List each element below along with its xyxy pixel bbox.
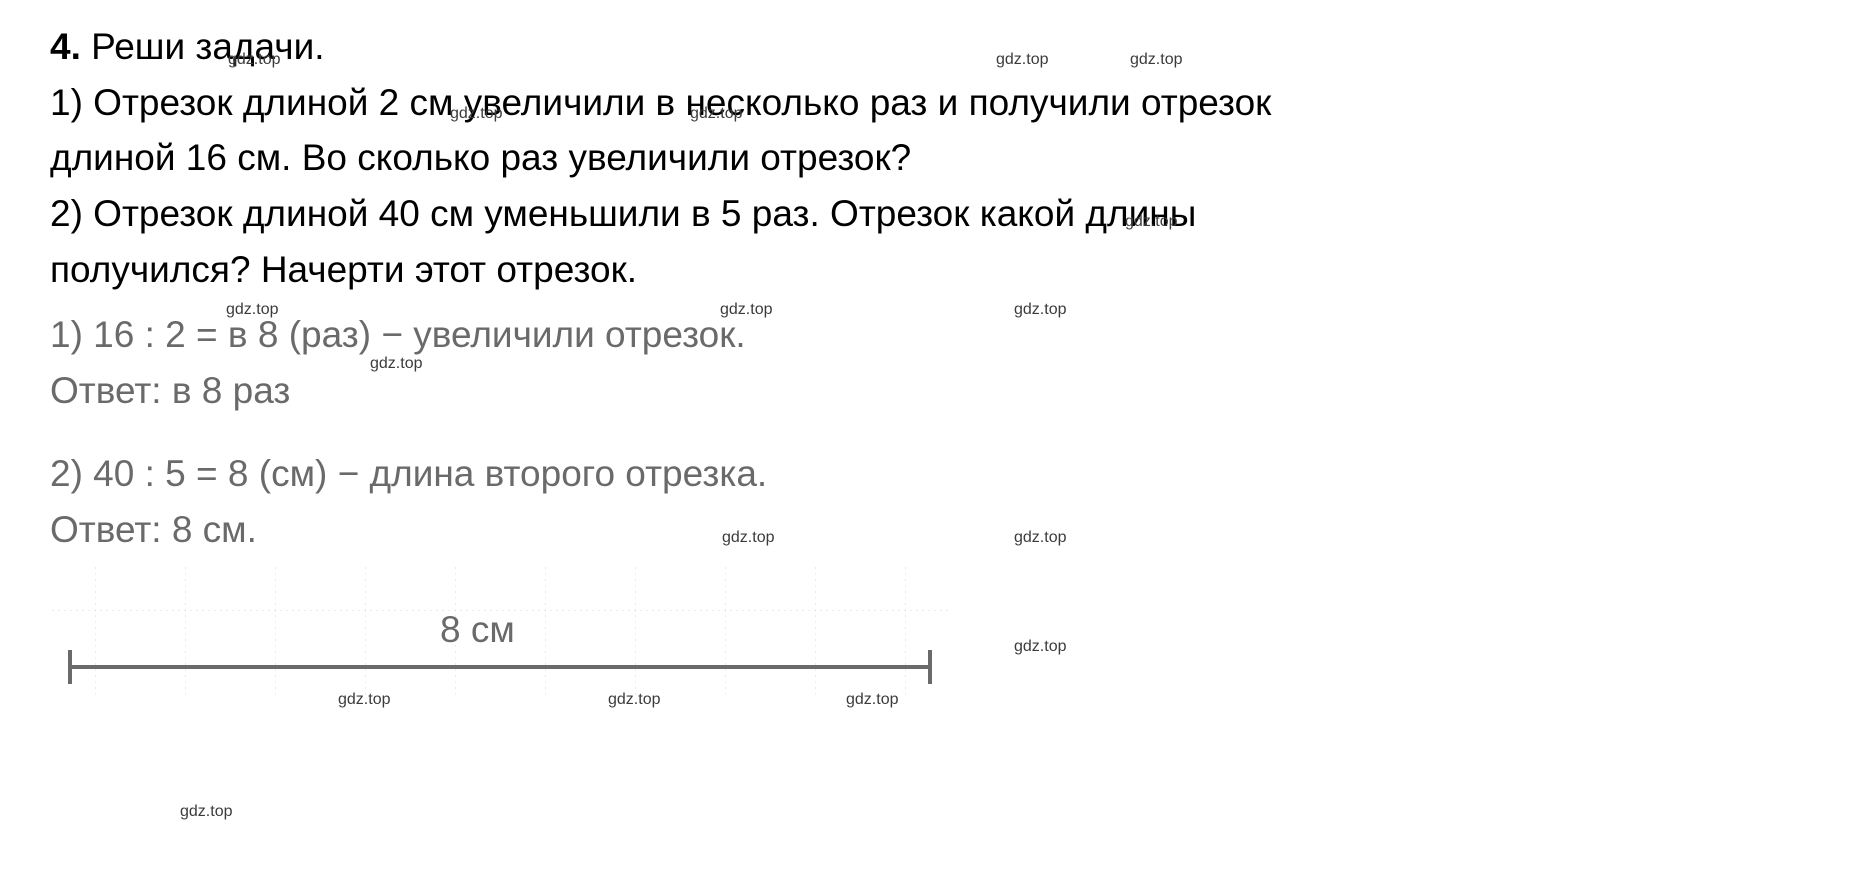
segment-cap-left	[68, 650, 72, 684]
spacer	[50, 298, 1826, 308]
segment-label: 8 см	[440, 603, 515, 657]
problem-number: 4.	[50, 26, 81, 67]
problem-1-line-2: длиной 16 см. Во сколько раз увеличили о…	[50, 131, 1826, 185]
spacer	[50, 419, 1826, 447]
solution-2-answer: Ответ: 8 см.	[50, 503, 1826, 557]
solution-1-calc: 1) 16 : 2 = в 8 (раз) − увеличили отрезо…	[50, 308, 1826, 362]
solution-2-calc: 2) 40 : 5 = 8 (см) − длина второго отрез…	[50, 447, 1826, 501]
segment-cap-right	[928, 650, 932, 684]
segment-diagram: 8 см	[50, 565, 950, 695]
problem-2-line-2: получился? Начерти этот отрезок.	[50, 243, 1826, 297]
problem-heading: 4. Реши задачи.	[50, 20, 1826, 74]
worksheet-page: 4. Реши задачи. 1) Отрезок длиной 2 см у…	[0, 0, 1876, 883]
problem-title: Реши задачи.	[81, 26, 325, 67]
watermark: gdz.top	[1014, 635, 1066, 658]
segment-line	[70, 665, 930, 669]
watermark: gdz.top	[180, 800, 232, 823]
problem-1-line-1: 1) Отрезок длиной 2 см увеличили в неско…	[50, 76, 1826, 130]
solution-1-answer: Ответ: в 8 раз	[50, 364, 1826, 418]
problem-2-line-1: 2) Отрезок длиной 40 см уменьшили в 5 ра…	[50, 187, 1826, 241]
